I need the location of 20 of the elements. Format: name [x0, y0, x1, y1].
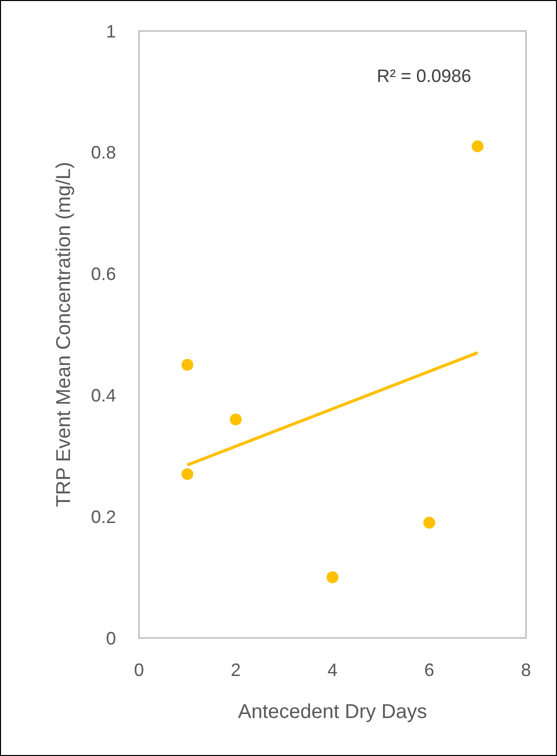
point [326, 571, 338, 584]
annotation: R² = 0.0986 [376, 66, 472, 86]
point [472, 140, 484, 152]
x-tick-label: 8 [520, 660, 532, 680]
y-tick-label: 0 [106, 628, 116, 648]
x-axis-title: Antecedent Dry Days [238, 701, 427, 723]
point [181, 468, 194, 480]
y-tick-label: 1 [106, 21, 116, 42]
x-tick-label: 0 [134, 660, 144, 680]
point [423, 516, 436, 529]
x-tick-label: 6 [424, 660, 434, 680]
x-tick-label: 2 [230, 660, 241, 680]
x-tick-label: 4 [327, 660, 338, 680]
y-axis-title: TRP Event Mean Concentration (mg/L) [53, 162, 75, 508]
y-tick-label: 0.4 [90, 386, 116, 406]
point [181, 358, 194, 371]
point [230, 414, 242, 426]
y-tick-label: 0.6 [90, 264, 116, 284]
y-tick-label: 0.8 [90, 142, 116, 163]
y-tick-label: 0.2 [90, 506, 116, 527]
